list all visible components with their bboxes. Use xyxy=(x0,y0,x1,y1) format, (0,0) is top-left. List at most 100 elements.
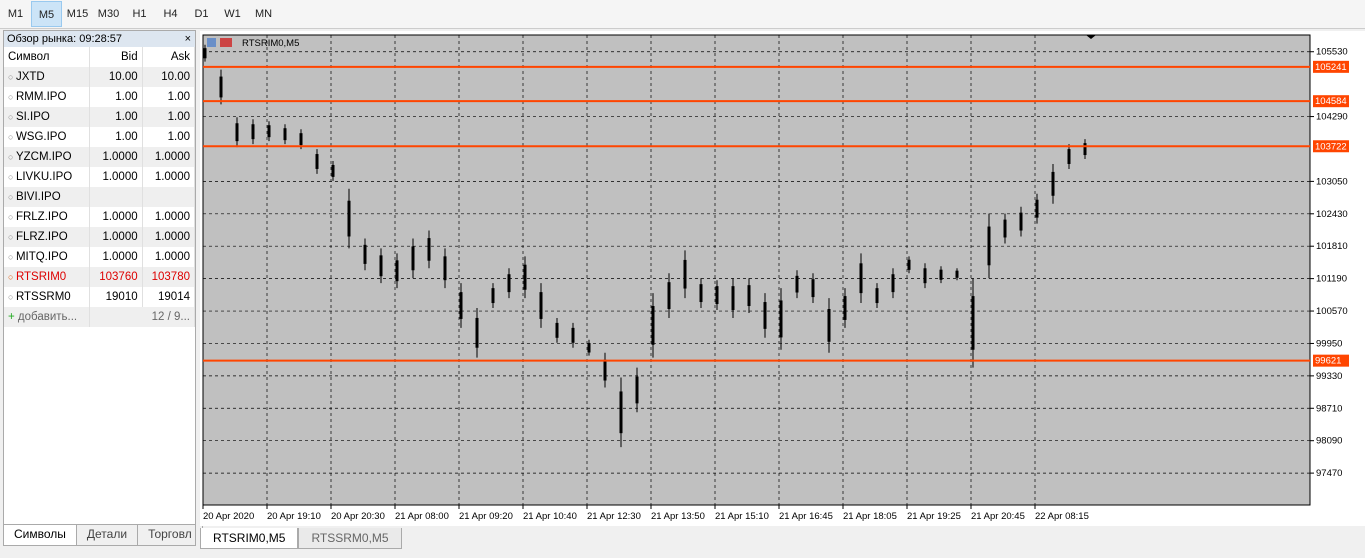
symbol-row[interactable]: ○ LIVKU.IPO 1.0000 1.0000 xyxy=(4,167,196,187)
panel-tab[interactable]: Детали xyxy=(77,525,139,545)
cell-text: 1.0000 xyxy=(102,151,138,163)
candle-body xyxy=(859,263,863,294)
candle-body xyxy=(1035,199,1039,218)
header-cell: Bid xyxy=(89,47,143,67)
symbol-row[interactable]: ○ YZCM.IPO 1.0000 1.0000 xyxy=(4,147,196,167)
cell: 19010 xyxy=(89,287,143,307)
symbol-row[interactable]: ○ JXTD 10.00 10.00 xyxy=(4,67,196,87)
cell: 1.00 xyxy=(142,87,196,107)
status-dot: ○ xyxy=(8,132,16,142)
candle-body xyxy=(219,76,223,98)
shift-marker xyxy=(1086,35,1096,39)
chart: RTSRIM0,M5 105530 104290 103050 102430 10181… xyxy=(200,31,1365,526)
cell-text: 1.0000 xyxy=(102,251,138,263)
timeframe-button[interactable]: D1 xyxy=(194,8,209,20)
symbol-row[interactable]: ○ RMM.IPO 1.00 1.00 xyxy=(4,87,196,107)
candle-body xyxy=(875,288,879,304)
candle-body xyxy=(923,268,927,284)
cell: ○ BIVI.IPO xyxy=(4,187,91,207)
candle-body xyxy=(459,292,463,319)
cell: ○ RTSSRM0 xyxy=(4,287,91,307)
cell-text: JXTD xyxy=(15,71,45,83)
cell: 1.00 xyxy=(89,87,143,107)
cell-text: 103760 xyxy=(99,271,138,283)
cell-text: 10.00 xyxy=(161,71,190,83)
candle-body xyxy=(635,376,639,404)
add-row[interactable]: + добавить... 12 / 9... xyxy=(4,307,195,327)
candle-body xyxy=(347,200,351,237)
y-tick-label: 97470 xyxy=(1316,468,1342,479)
level-label: 103722 xyxy=(1315,141,1347,152)
candle-body xyxy=(251,124,255,140)
symbol-row[interactable]: ○ FRLZ.IPO 1.0000 1.0000 xyxy=(4,207,196,227)
candle-body xyxy=(955,270,959,278)
candle-body xyxy=(843,296,847,320)
count: 12 / 9... xyxy=(89,307,195,327)
candle-body xyxy=(1083,143,1087,156)
candle-body xyxy=(683,259,687,289)
cell: 1.0000 xyxy=(89,247,143,267)
candle-body xyxy=(411,246,415,271)
timeframe-button[interactable]: H1 xyxy=(132,8,147,20)
cell: ○ FLRZ.IPO xyxy=(4,227,91,247)
panel-tab[interactable]: Торговл xyxy=(138,525,203,545)
status-dot: ○ xyxy=(8,212,16,222)
cell-text: 103780 xyxy=(151,271,190,283)
timeframe-button[interactable]: M30 xyxy=(97,8,120,20)
symbol-row[interactable]: ○ SI.IPO 1.00 1.00 xyxy=(4,107,196,127)
cell-text: 1.0000 xyxy=(102,211,138,223)
chart-tab[interactable]: RTSSRM0,M5 xyxy=(298,528,402,549)
y-tick-label: 103050 xyxy=(1316,176,1348,187)
cell-text: RTSRIM0 xyxy=(15,271,67,283)
symbol-row[interactable]: ○ MITQ.IPO 1.0000 1.0000 xyxy=(4,247,196,267)
level-label-bg xyxy=(1313,60,1349,73)
timeframe-button[interactable]: MN xyxy=(254,8,273,20)
x-tick-label: 20 Apr 19:10 xyxy=(267,511,321,522)
panel-tab[interactable]: Символы xyxy=(4,525,77,545)
timeframe-button[interactable]: H4 xyxy=(163,8,178,20)
level-label: 104584 xyxy=(1315,96,1347,107)
cell: ○ RTSRIM0 xyxy=(4,267,91,287)
cell: 1.0000 xyxy=(142,247,196,267)
candle-body xyxy=(667,282,671,310)
candle-body xyxy=(939,269,943,280)
candle-body xyxy=(235,123,239,142)
timeframe-button[interactable]: M1 xyxy=(7,8,24,20)
chart-tabs: RTSRIM0,M5 RTSSRM0,M5 xyxy=(200,528,402,549)
header-cell: Символ xyxy=(4,47,91,67)
candle-body xyxy=(379,255,383,277)
add-label: добавить... xyxy=(17,311,78,323)
candle-body xyxy=(315,154,319,169)
chart-tab[interactable]: RTSRIM0,M5 xyxy=(200,528,299,549)
status-dot: ○ xyxy=(8,92,16,102)
cell: ○ YZCM.IPO xyxy=(4,147,91,167)
y-tick-label: 100570 xyxy=(1316,306,1348,317)
status-dot: ○ xyxy=(8,252,16,262)
close-button[interactable]: × xyxy=(184,33,191,45)
x-tick-label: 21 Apr 18:05 xyxy=(843,511,897,522)
level-label: 99621 xyxy=(1315,356,1341,367)
cell-text: BIVI.IPO xyxy=(15,191,61,203)
cell-text: 19010 xyxy=(105,291,138,303)
level-label-bg xyxy=(1313,95,1349,108)
y-tick-label: 98090 xyxy=(1316,436,1342,447)
timeframe-button[interactable]: W1 xyxy=(224,8,241,20)
cell-text: SI.IPO xyxy=(15,111,50,123)
symbol-row[interactable]: ○ BIVI.IPO xyxy=(4,187,196,207)
chart-title: RTSRIM0,M5 xyxy=(242,38,299,49)
cell: 1.0000 xyxy=(89,227,143,247)
candle-body xyxy=(539,292,543,319)
candle-body xyxy=(891,274,895,293)
symbol-row[interactable]: ○ WSG.IPO 1.00 1.00 xyxy=(4,127,196,147)
level-label: 105241 xyxy=(1315,62,1347,73)
cell-text: 1.0000 xyxy=(102,171,138,183)
plot-area xyxy=(202,34,1311,506)
symbol-row[interactable]: ○ FLRZ.IPO 1.0000 1.0000 xyxy=(4,227,196,247)
timeframe-button[interactable]: M5 xyxy=(31,1,62,27)
cell-text: 1.0000 xyxy=(154,251,190,263)
candle-body xyxy=(427,238,431,261)
cell xyxy=(89,187,143,207)
timeframe-button[interactable]: M15 xyxy=(66,8,89,20)
symbol-row[interactable]: ○ RTSSRM0 19010 19014 xyxy=(4,287,196,307)
symbol-row[interactable]: ○ RTSRIM0 103760 103780 xyxy=(4,267,196,287)
